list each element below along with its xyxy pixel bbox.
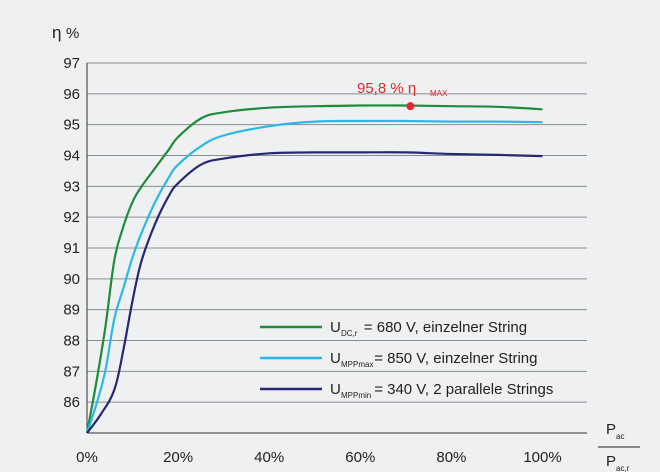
y-tick-label: 92 xyxy=(63,209,80,226)
x-axis-denominator-sub: ac,r xyxy=(616,464,630,472)
y-tick-label: 93 xyxy=(63,178,80,195)
x-tick-labels: 0% 20% 40% 60% 80% 100% xyxy=(76,449,562,466)
max-point-marker xyxy=(406,102,415,111)
y-tick-label: 88 xyxy=(63,333,80,350)
y-axis-unit: % xyxy=(66,25,79,42)
x-tick-label: 0% xyxy=(76,449,98,466)
y-tick-label: 97 xyxy=(63,55,80,72)
x-axis-denominator: P xyxy=(606,453,616,470)
y-tick-label: 96 xyxy=(63,86,80,103)
legend-label-main: U xyxy=(330,319,341,336)
y-tick-label: 91 xyxy=(63,240,80,257)
legend-label-sub: MPPmin xyxy=(341,391,371,400)
y-tick-label: 94 xyxy=(63,148,80,165)
legend-label-sub: DC,r xyxy=(341,329,358,338)
y-tick-label: 89 xyxy=(63,302,80,319)
legend-label-main: U xyxy=(330,381,341,398)
x-axis-numerator-sub: ac xyxy=(616,432,624,441)
gridlines xyxy=(87,62,587,403)
y-tick-label: 86 xyxy=(63,394,80,411)
series-line-2 xyxy=(86,151,543,434)
x-tick-label: 60% xyxy=(345,449,375,466)
x-tick-label: 100% xyxy=(523,449,561,466)
y-tick-label: 87 xyxy=(63,363,80,380)
x-tick-label: 80% xyxy=(436,449,466,466)
series-line-0 xyxy=(85,104,543,434)
x-axis-numerator: P xyxy=(606,421,616,438)
legend-label-rest: = 680 V, einzelner String xyxy=(364,319,527,336)
max-annotation-text: 95,8 % η xyxy=(357,80,416,97)
max-annotation: 95,8 % η MAX xyxy=(357,80,448,111)
series-lines xyxy=(85,104,543,434)
max-annotation-sub: MAX xyxy=(430,89,448,98)
legend-label-sub: MPPmax xyxy=(341,360,373,369)
y-axis-symbol: η xyxy=(52,23,61,42)
y-tick-labels: 86 87 88 89 90 91 92 93 94 95 96 97 xyxy=(63,55,80,411)
series-line-1 xyxy=(85,119,543,434)
x-axis-label: P ac P ac,r xyxy=(598,421,640,472)
y-tick-label: 90 xyxy=(63,271,80,288)
legend-label-rest: = 340 V, 2 parallele Strings xyxy=(374,381,553,398)
legend-label-main: U xyxy=(330,350,341,367)
x-tick-label: 20% xyxy=(163,449,193,466)
legend-label-rest: = 850 V, einzelner String xyxy=(374,350,537,367)
x-tick-label: 40% xyxy=(254,449,284,466)
y-tick-label: 95 xyxy=(63,117,80,134)
